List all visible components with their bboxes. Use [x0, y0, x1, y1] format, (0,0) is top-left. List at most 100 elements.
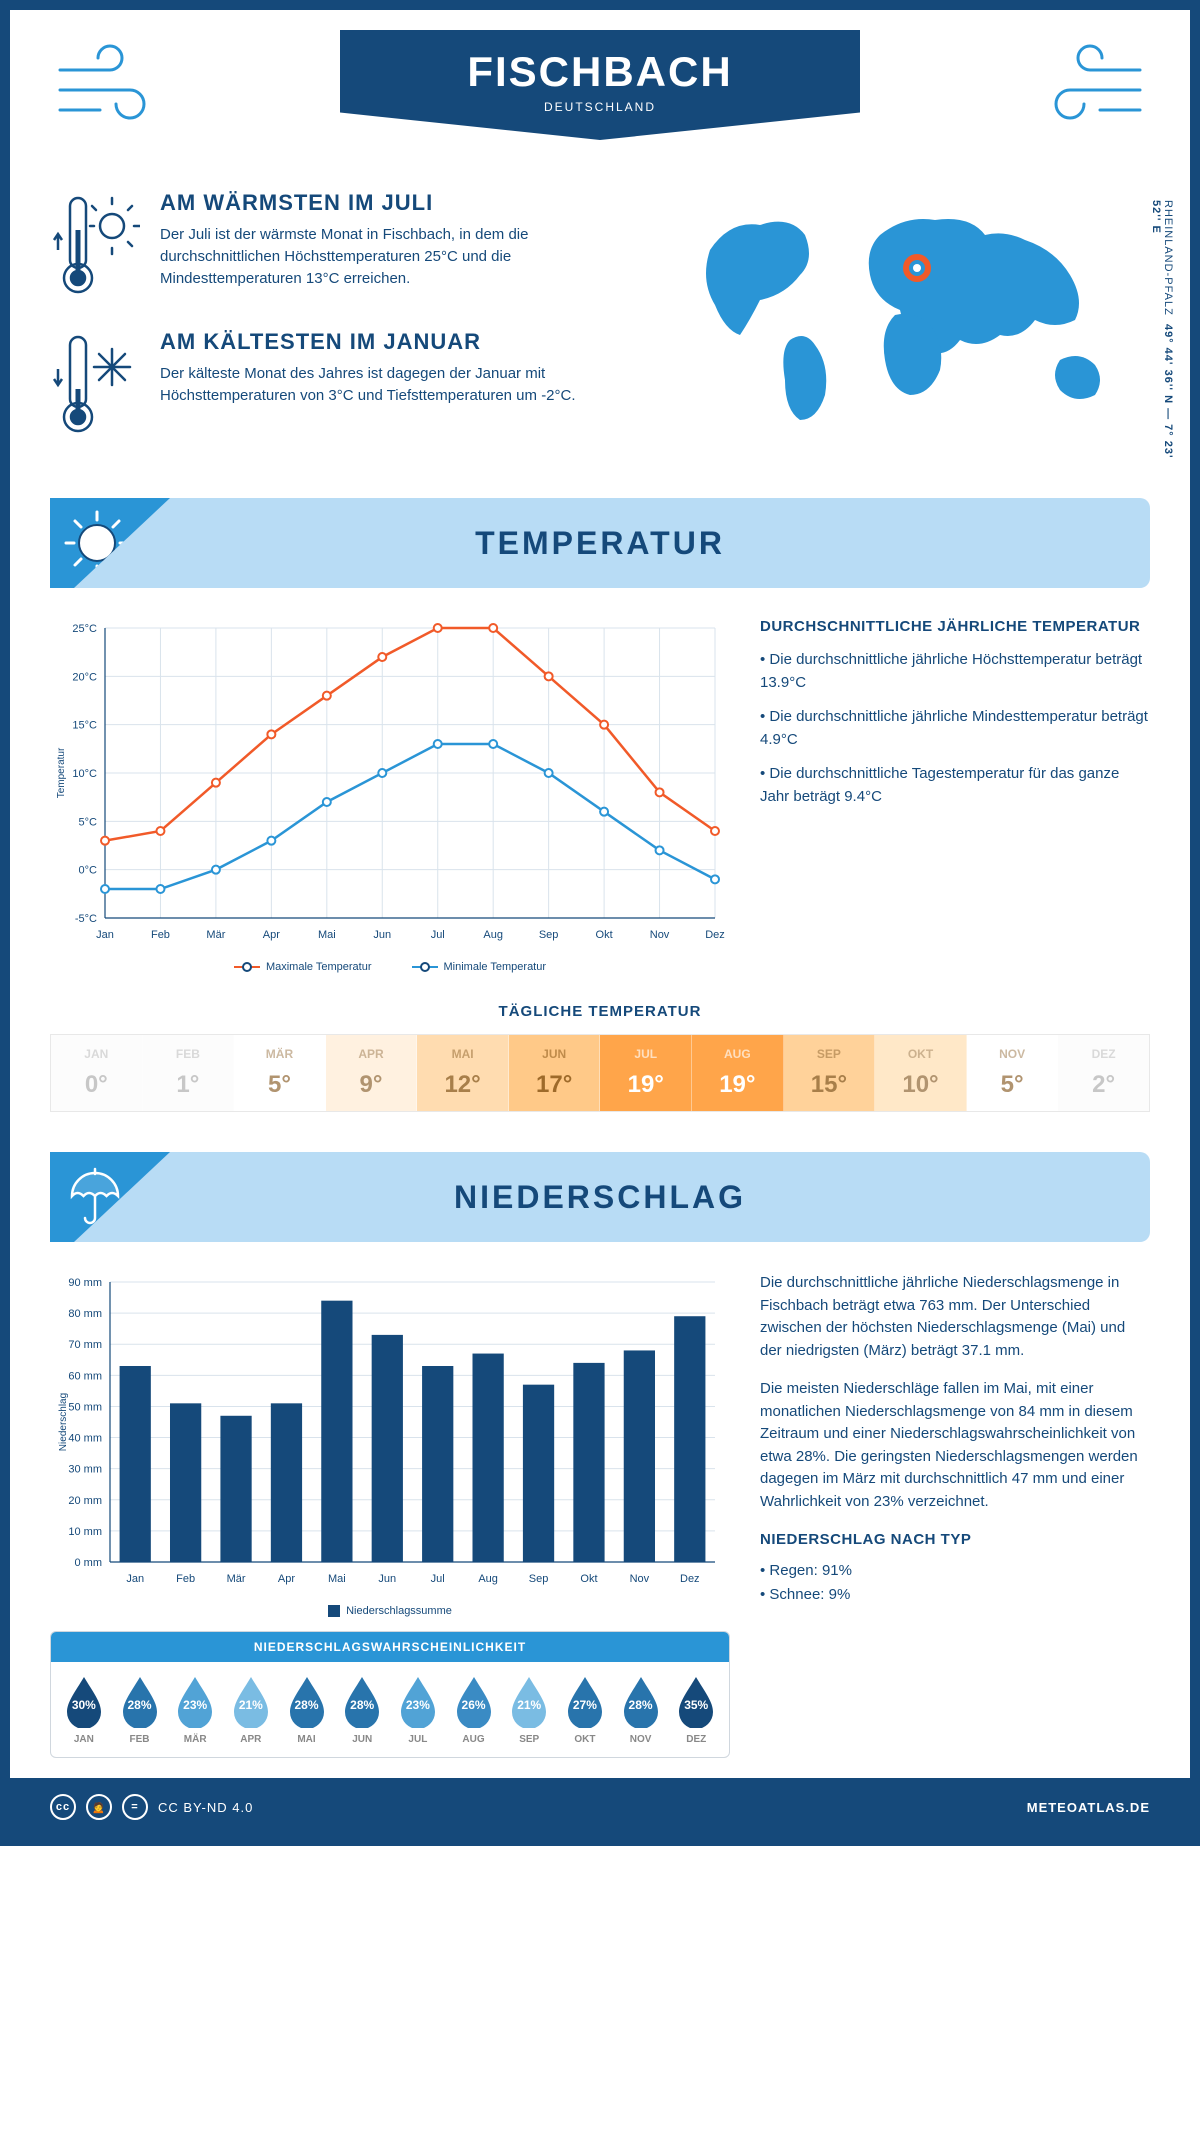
svg-text:Feb: Feb: [176, 1573, 195, 1585]
svg-text:40 mm: 40 mm: [68, 1433, 102, 1445]
raindrop-icon: 28%: [286, 1674, 328, 1728]
svg-text:Nov: Nov: [630, 1573, 650, 1585]
world-map: RHEINLAND-PFALZ 49° 44' 36'' N — 7° 23' …: [680, 190, 1150, 468]
daily-cell: APR9°: [326, 1035, 418, 1111]
daily-temp-grid: JAN0°FEB1°MÄR5°APR9°MAI12°JUN17°JUL19°AU…: [50, 1034, 1150, 1112]
svg-text:20 mm: 20 mm: [68, 1495, 102, 1507]
wind-icon: [50, 40, 170, 135]
svg-text:5°C: 5°C: [79, 816, 98, 828]
svg-text:0°C: 0°C: [79, 865, 98, 877]
svg-text:Aug: Aug: [483, 929, 503, 941]
daily-cell: AUG19°: [692, 1035, 784, 1111]
svg-text:Jun: Jun: [378, 1573, 396, 1585]
by-icon: 🙍: [86, 1794, 112, 1820]
svg-text:50 mm: 50 mm: [68, 1401, 102, 1413]
coordinates: RHEINLAND-PFALZ 49° 44' 36'' N — 7° 23' …: [1150, 200, 1174, 468]
prob-cell: 23%JUL: [391, 1674, 445, 1745]
precipitation-probability: NIEDERSCHLAGSWAHRSCHEINLICHKEIT 30%JAN28…: [50, 1631, 730, 1758]
precipitation-summary: Die durchschnittliche jährliche Niedersc…: [760, 1272, 1150, 1758]
raindrop-icon: 28%: [341, 1674, 383, 1728]
raindrop-icon: 23%: [397, 1674, 439, 1728]
precipitation-bar-chart: 0 mm 10 mm 20 mm 30 mm 40 mm 50 mm 60 mm 70 mm 8…: [50, 1272, 730, 1617]
svg-text:Apr: Apr: [263, 929, 280, 941]
svg-text:Sep: Sep: [539, 929, 559, 941]
header: FISCHBACH DEUTSCHLAND: [50, 30, 1150, 190]
umbrella-icon: [50, 1152, 170, 1242]
svg-text:Nov: Nov: [650, 929, 670, 941]
svg-text:Jun: Jun: [373, 929, 391, 941]
title-banner: FISCHBACH DEUTSCHLAND: [340, 30, 860, 140]
svg-text:60 mm: 60 mm: [68, 1370, 102, 1382]
raindrop-icon: 21%: [230, 1674, 272, 1728]
raindrop-icon: 28%: [620, 1674, 662, 1728]
warmest-fact: AM WÄRMSTEN IM JULI Der Juli ist der wär…: [50, 190, 650, 305]
svg-text:Okt: Okt: [580, 1573, 597, 1585]
svg-text:Temperatur: Temperatur: [56, 747, 67, 798]
site-label: METEOATLAS.DE: [1027, 1800, 1150, 1815]
daily-cell: JUN17°: [509, 1035, 601, 1111]
svg-text:Niederschlag: Niederschlag: [58, 1393, 69, 1451]
prob-cell: 21%SEP: [502, 1674, 556, 1745]
daily-cell: NOV5°: [967, 1035, 1059, 1111]
prob-cell: 23%MÄR: [168, 1674, 222, 1745]
daily-cell: MÄR5°: [234, 1035, 326, 1111]
raindrop-icon: 30%: [63, 1674, 105, 1728]
coldest-title: AM KÄLTESTEN IM JANUAR: [160, 329, 650, 355]
warmest-text: Der Juli ist der wärmste Monat in Fischb…: [160, 224, 650, 289]
temperature-line-chart: -5°C0°C5°C10°C15°C20°C25°CJanFebMärAprMa…: [50, 618, 730, 973]
coldest-text: Der kälteste Monat des Jahres ist dagege…: [160, 363, 650, 407]
svg-text:Mai: Mai: [318, 929, 336, 941]
svg-text:80 mm: 80 mm: [68, 1308, 102, 1320]
daily-cell: JUL19°: [600, 1035, 692, 1111]
sun-icon: [50, 498, 170, 588]
svg-text:Mai: Mai: [328, 1573, 346, 1585]
daily-cell: OKT10°: [875, 1035, 967, 1111]
temperature-summary: DURCHSCHNITTLICHE JÄHRLICHE TEMPERATUR •…: [760, 618, 1150, 973]
svg-text:Jan: Jan: [96, 929, 114, 941]
coldest-fact: AM KÄLTESTEN IM JANUAR Der kälteste Mona…: [50, 329, 650, 444]
prob-cell: 21%APR: [224, 1674, 278, 1745]
chart-legend: Niederschlagssumme: [50, 1605, 730, 1617]
prob-cell: 27%OKT: [558, 1674, 612, 1745]
prob-cell: 28%FEB: [113, 1674, 167, 1745]
raindrop-icon: 35%: [675, 1674, 717, 1728]
footer: cc 🙍 = CC BY-ND 4.0 METEOATLAS.DE: [10, 1778, 1190, 1836]
svg-text:30 mm: 30 mm: [68, 1464, 102, 1476]
prob-cell: 35%DEZ: [669, 1674, 723, 1745]
daily-cell: JAN0°: [51, 1035, 143, 1111]
svg-text:70 mm: 70 mm: [68, 1339, 102, 1351]
daily-temp-heading: TÄGLICHE TEMPERATUR: [50, 1003, 1150, 1020]
raindrop-icon: 23%: [174, 1674, 216, 1728]
prob-cell: 26%AUG: [447, 1674, 501, 1745]
svg-text:Jul: Jul: [431, 1573, 445, 1585]
section-title: TEMPERATUR: [475, 525, 725, 562]
wind-icon: [1030, 40, 1150, 135]
prob-cell: 28%JUN: [335, 1674, 389, 1745]
svg-text:Mär: Mär: [227, 1573, 246, 1585]
svg-text:10°C: 10°C: [72, 768, 97, 780]
raindrop-icon: 27%: [564, 1674, 606, 1728]
thermometer-cold-icon: [50, 329, 140, 444]
svg-text:25°C: 25°C: [72, 623, 97, 635]
svg-text:Aug: Aug: [478, 1573, 498, 1585]
daily-cell: SEP15°: [784, 1035, 876, 1111]
svg-text:0 mm: 0 mm: [75, 1557, 103, 1569]
cc-icon: cc: [50, 1794, 76, 1820]
svg-text:Sep: Sep: [529, 1573, 549, 1585]
daily-cell: FEB1°: [143, 1035, 235, 1111]
svg-text:Mär: Mär: [206, 929, 225, 941]
svg-text:-5°C: -5°C: [75, 913, 97, 925]
nd-icon: =: [122, 1794, 148, 1820]
warmest-title: AM WÄRMSTEN IM JULI: [160, 190, 650, 216]
svg-text:Feb: Feb: [151, 929, 170, 941]
raindrop-icon: 21%: [508, 1674, 550, 1728]
daily-cell: MAI12°: [417, 1035, 509, 1111]
thermometer-hot-icon: [50, 190, 140, 305]
svg-text:Dez: Dez: [680, 1573, 700, 1585]
svg-text:Jul: Jul: [431, 929, 445, 941]
country-subtitle: DEUTSCHLAND: [340, 100, 860, 114]
svg-text:10 mm: 10 mm: [68, 1526, 102, 1538]
daily-cell: DEZ2°: [1058, 1035, 1149, 1111]
license-label: CC BY-ND 4.0: [158, 1800, 253, 1815]
svg-text:20°C: 20°C: [72, 671, 97, 683]
